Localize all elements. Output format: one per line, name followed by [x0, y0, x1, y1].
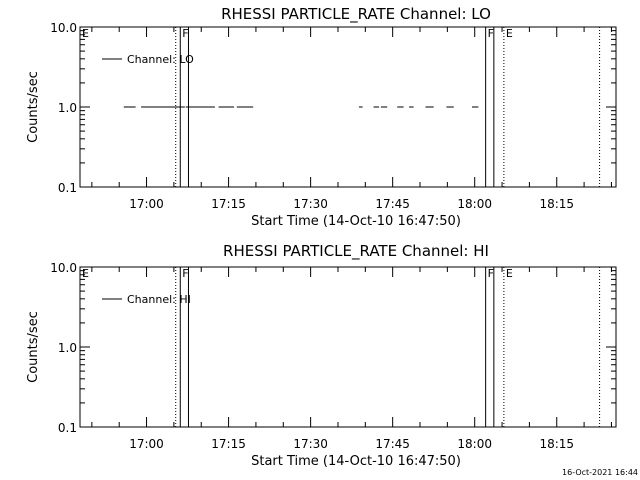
- y-tick-label: 1.0: [58, 101, 77, 115]
- x-axis-label: Start Time (14-Oct-10 16:47:50): [251, 214, 461, 229]
- y-tick-label: 10.0: [50, 261, 77, 275]
- x-tick-label: 17:45: [375, 197, 410, 211]
- marker-label-e: E: [506, 267, 513, 280]
- chart-title: RHESSI PARTICLE_RATE Channel: HI: [223, 242, 489, 261]
- x-tick-label: 18:00: [457, 437, 492, 451]
- x-tick-label: 18:15: [539, 437, 574, 451]
- y-tick-label: 0.1: [58, 181, 77, 195]
- marker-label-f: F: [488, 27, 494, 40]
- legend-label: Channel: HI: [127, 293, 191, 306]
- x-axis-label: Start Time (14-Oct-10 16:47:50): [251, 454, 461, 469]
- marker-label-f: F: [488, 267, 494, 280]
- y-tick-label: 1.0: [58, 341, 77, 355]
- y-axis-label: Counts/sec: [26, 71, 41, 143]
- chart-panel-2: RHESSI PARTICLE_RATE Channel: HI 0.1 1.0 10…: [26, 242, 617, 469]
- y-axis-label: Counts/sec: [26, 311, 41, 383]
- x-tick-label: 17:15: [211, 437, 246, 451]
- y-tick-label: 0.1: [58, 421, 77, 435]
- figure-timestamp: 16-Oct-2021 16:44: [562, 468, 638, 477]
- x-tick-label: 17:00: [129, 437, 164, 451]
- marker-label-f: F: [182, 267, 188, 280]
- marker-label-e: E: [82, 267, 89, 280]
- marker-label-e: E: [82, 27, 89, 40]
- marker-label-e: E: [506, 27, 513, 40]
- x-tick-label: 17:30: [293, 197, 328, 211]
- x-tick-label: 17:30: [293, 437, 328, 451]
- marker-label-f: F: [182, 27, 188, 40]
- chart-title: RHESSI PARTICLE_RATE Channel: LO: [221, 5, 491, 24]
- x-tick-label: 17:00: [129, 197, 164, 211]
- y-tick-label: 10.0: [50, 21, 77, 35]
- x-tick-label: 17:45: [375, 437, 410, 451]
- x-tick-label: 18:00: [457, 197, 492, 211]
- x-tick-label: 18:15: [539, 197, 574, 211]
- chart-panel-1: RHESSI PARTICLE_RATE Channel: LO 0.1 1.0 10…: [26, 5, 617, 229]
- x-tick-label: 17:15: [211, 197, 246, 211]
- legend-label: Channel: LO: [127, 53, 194, 66]
